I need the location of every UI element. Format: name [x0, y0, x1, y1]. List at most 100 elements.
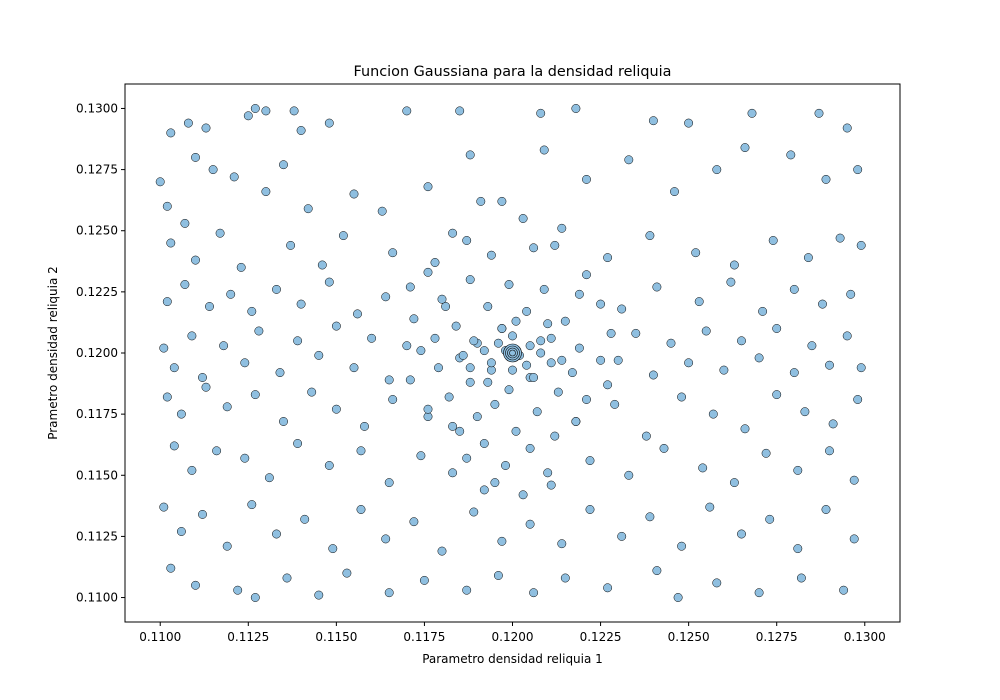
data-point [430, 258, 440, 267]
y-tick-label: 0.1200 [76, 346, 118, 360]
data-point [617, 531, 627, 541]
data-point [254, 326, 264, 336]
data-point [279, 160, 288, 170]
data-point [434, 363, 443, 373]
data-point [469, 336, 479, 346]
data-point [571, 417, 581, 426]
data-point [645, 231, 655, 241]
data-point [261, 187, 271, 197]
data-point [596, 299, 606, 309]
y-tick-label: 0.1250 [76, 224, 118, 238]
y-axis-ticks: 0.1100 0.1125 0.1150 0.1175 0.1200 0.1225 0.12… [76, 101, 125, 605]
x-axis-title: Parametro densidad reliquia 1 [422, 652, 603, 666]
data-point [483, 302, 493, 311]
data-point [162, 297, 172, 307]
data-point [585, 505, 595, 514]
data-point [560, 573, 570, 583]
data-point [423, 404, 433, 414]
data-point [504, 385, 514, 395]
x-tick-label: 0.1100 [139, 630, 181, 644]
data-point [701, 326, 711, 336]
data-point [279, 417, 288, 426]
data-point [582, 395, 591, 404]
data-point [729, 260, 739, 270]
data-point [842, 123, 852, 133]
data-point [250, 104, 260, 113]
data-point [409, 517, 419, 527]
data-point [198, 509, 207, 519]
data-point [543, 319, 553, 329]
x-tick-label: 0.1150 [315, 630, 357, 644]
data-point [423, 267, 433, 277]
data-point [183, 118, 193, 128]
data-point [803, 253, 813, 263]
data-point [574, 289, 584, 299]
data-point [324, 461, 334, 470]
data-point [754, 353, 764, 363]
x-tick-label: 0.1200 [492, 630, 534, 644]
data-point [303, 204, 313, 214]
data-point [479, 485, 489, 495]
data-point [529, 588, 539, 598]
chart-title: Funcion Gaussiana para la densidad reliq… [354, 64, 672, 80]
data-point [451, 321, 461, 331]
data-point [187, 465, 197, 475]
data-point [458, 350, 468, 360]
data-point [504, 280, 514, 289]
data-point [557, 223, 567, 233]
data-point [525, 519, 535, 529]
data-point [300, 514, 310, 524]
data-point [613, 355, 623, 365]
data-point [673, 593, 683, 602]
data-point [479, 439, 489, 448]
data-point [162, 392, 172, 402]
data-point [603, 253, 613, 263]
data-point [522, 306, 532, 316]
data-point [261, 106, 271, 116]
data-point [166, 128, 176, 138]
data-point [331, 404, 341, 414]
data-point [737, 529, 746, 539]
data-point [740, 424, 750, 434]
data-point [275, 368, 285, 378]
data-point [462, 585, 472, 595]
x-tick-label: 0.1175 [403, 630, 445, 644]
data-point [356, 505, 366, 514]
data-point [247, 306, 257, 316]
data-point [793, 544, 803, 554]
data-point [264, 473, 274, 483]
data-point [437, 294, 447, 304]
data-point [240, 358, 250, 368]
data-point [236, 262, 246, 272]
y-tick-label: 0.1300 [76, 101, 118, 115]
data-point [377, 206, 387, 216]
data-point [557, 355, 567, 365]
data-point [381, 292, 391, 302]
data-point [360, 421, 369, 431]
data-point [849, 534, 859, 544]
data-point [536, 108, 546, 118]
data-point [416, 451, 426, 461]
data-point [205, 302, 214, 311]
y-tick-label: 0.1100 [76, 591, 118, 605]
data-point [437, 546, 447, 556]
data-point [247, 500, 257, 510]
data-point [652, 282, 662, 292]
data-point [737, 336, 746, 346]
data-point [501, 461, 510, 470]
data-point [839, 585, 849, 595]
data-point [356, 446, 366, 456]
data-point [423, 412, 433, 422]
data-point [493, 338, 503, 348]
data-point [553, 387, 563, 397]
x-tick-label: 0.1225 [580, 630, 622, 644]
data-point [582, 174, 591, 184]
data-point [472, 412, 482, 422]
y-tick-label: 0.1125 [76, 529, 118, 543]
data-point [462, 453, 472, 463]
data-point [684, 118, 694, 128]
data-point [455, 426, 465, 436]
data-point [169, 363, 179, 373]
data-point [483, 377, 493, 387]
